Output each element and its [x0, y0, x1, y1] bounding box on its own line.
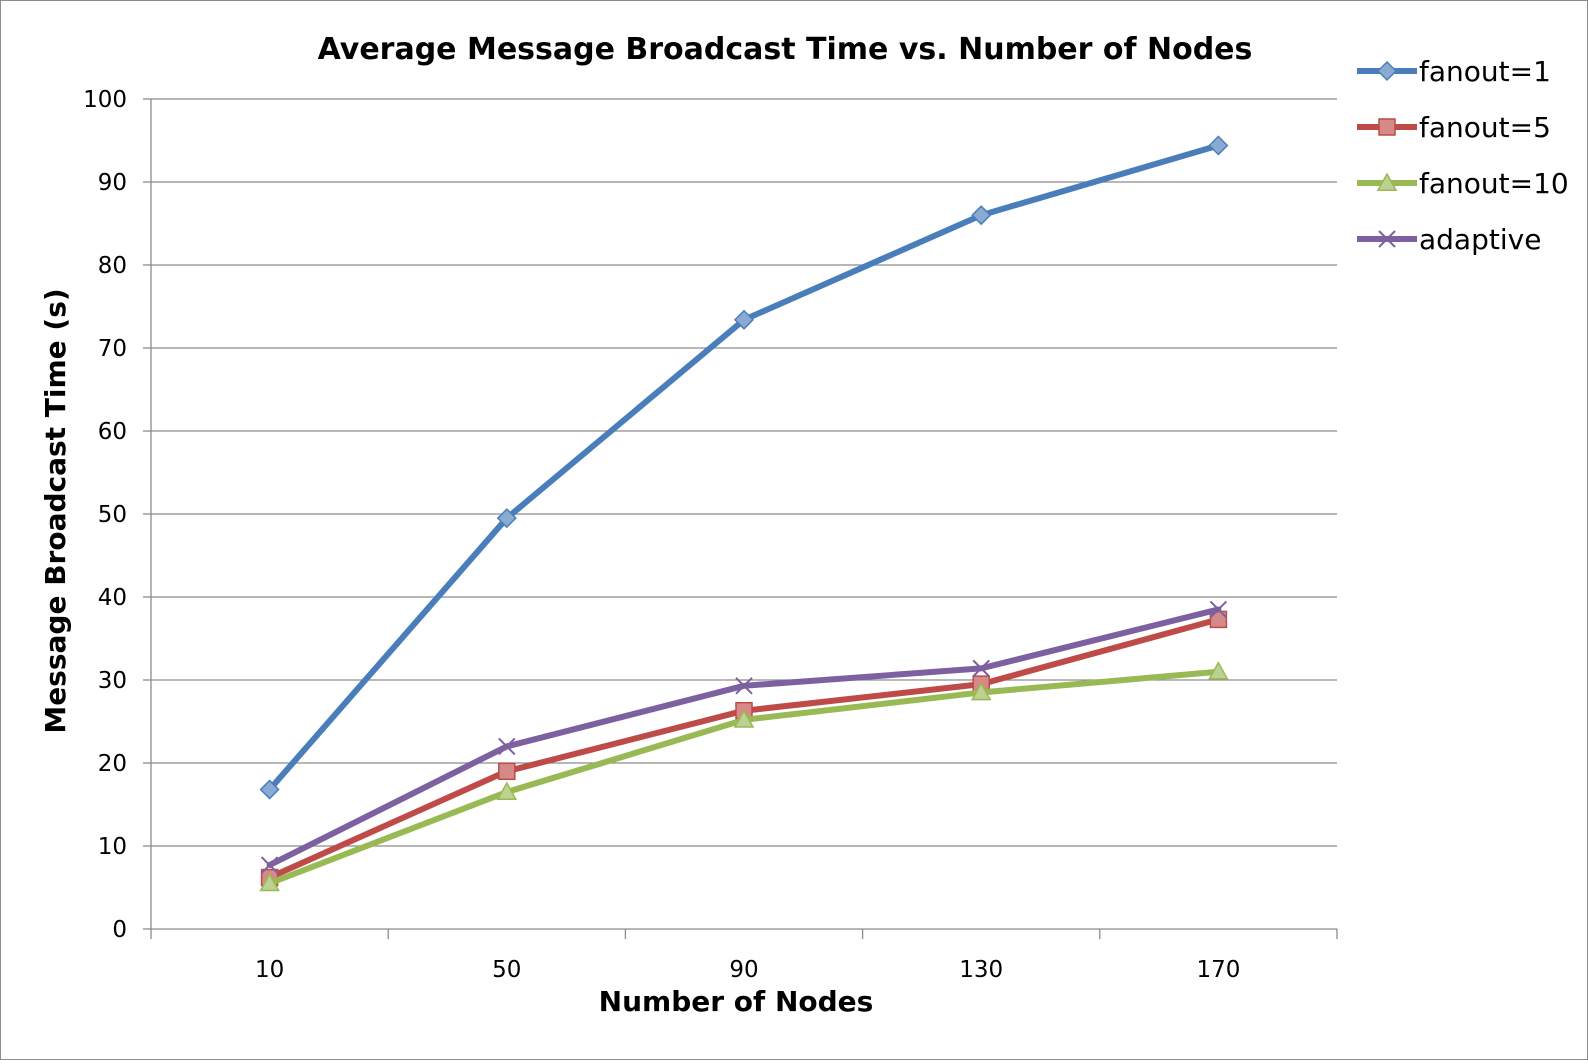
series-line — [266, 616, 1222, 881]
y-tick-label: 20 — [98, 751, 127, 777]
legend-label: fanout=1 — [1419, 55, 1551, 88]
data-point — [496, 781, 518, 800]
data-point — [260, 856, 279, 874]
axes — [143, 98, 1338, 939]
legend-entry-fanout=5: fanout=5 — [1357, 111, 1551, 144]
x-tick-label: 170 — [1196, 957, 1240, 983]
x-tick-label: 50 — [492, 957, 521, 983]
y-tick-label: 10 — [98, 834, 127, 860]
data-point — [1208, 135, 1229, 156]
data-point — [498, 762, 516, 781]
y-tick-label: 30 — [98, 668, 127, 694]
legend-marker — [1376, 172, 1398, 191]
x-tick-label: 90 — [729, 957, 758, 983]
series-fanout=1 — [259, 135, 1229, 800]
series-fanout=10 — [259, 661, 1229, 892]
chart-title: Average Message Broadcast Time vs. Numbe… — [318, 32, 1253, 67]
y-tick-label: 100 — [83, 87, 127, 113]
data-point — [735, 677, 753, 695]
legend-entry-fanout=1: fanout=1 — [1357, 55, 1551, 88]
x-tick-label: 130 — [959, 957, 1003, 983]
x-tick-label: 10 — [255, 957, 284, 983]
legend-marker — [1378, 230, 1396, 248]
data-point — [733, 309, 755, 330]
legend-marker — [1376, 60, 1398, 82]
y-tick-label: 50 — [98, 502, 127, 528]
data-point — [259, 872, 280, 892]
x-tick-labels: 10 50 90 130 170 — [255, 957, 1240, 983]
y-tick-label: 70 — [98, 336, 127, 362]
y-tick-label: 40 — [98, 585, 127, 611]
data-point — [972, 659, 990, 678]
legend-entry-fanout=10: fanout=10 — [1357, 167, 1569, 200]
legend-label: fanout=5 — [1419, 111, 1551, 144]
series-adaptive — [260, 600, 1228, 874]
data-point — [733, 709, 755, 728]
data-point — [259, 779, 280, 800]
x-axis-label: Number of Nodes — [599, 985, 874, 1018]
data-point — [971, 205, 992, 226]
y-tick-label: 0 — [112, 917, 127, 943]
data-point — [1209, 600, 1228, 619]
series-fanout=5 — [260, 610, 1228, 887]
gridlines — [151, 98, 1337, 847]
y-tick-label: 80 — [98, 253, 127, 279]
legend: fanout=1 fanout=5 fanout=10 adaptive — [1357, 55, 1569, 256]
y-tick-label: 90 — [98, 170, 127, 196]
y-tick-label: 60 — [98, 419, 127, 445]
data-point — [970, 681, 992, 701]
legend-marker — [1378, 118, 1396, 136]
legend-label: fanout=10 — [1419, 167, 1569, 200]
series-lines — [259, 135, 1229, 892]
legend-label: adaptive — [1419, 223, 1541, 256]
data-point — [496, 508, 517, 529]
series-line — [266, 142, 1222, 793]
y-axis-label: Message Broadcast Time (s) — [39, 288, 72, 733]
data-point — [498, 737, 516, 756]
y-tick-labels: 0 10 20 30 40 50 60 70 80 90 100 — [83, 87, 127, 943]
legend-entry-adaptive: adaptive — [1357, 223, 1541, 256]
data-point — [1208, 661, 1229, 680]
